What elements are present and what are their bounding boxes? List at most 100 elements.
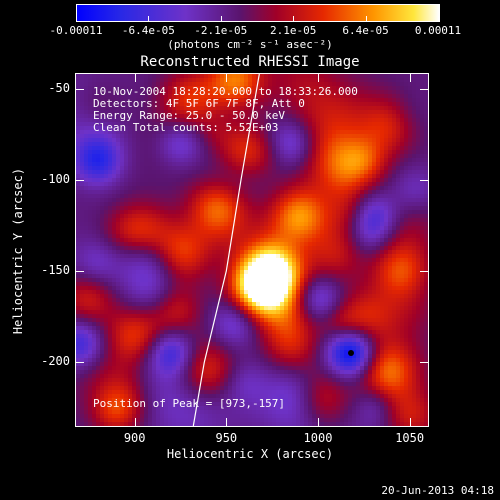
heatmap-cell bbox=[180, 74, 185, 79]
heatmap-cell bbox=[108, 282, 113, 287]
heatmap-cell bbox=[188, 98, 193, 103]
heatmap-cell bbox=[88, 130, 93, 135]
heatmap-cell bbox=[360, 290, 365, 295]
heatmap-cell bbox=[188, 102, 193, 107]
heatmap-cell bbox=[356, 82, 361, 87]
heatmap-cell bbox=[360, 262, 365, 267]
heatmap-cell bbox=[388, 270, 393, 275]
heatmap-cell bbox=[92, 118, 97, 123]
heatmap-cell bbox=[76, 250, 81, 255]
heatmap-cell bbox=[364, 98, 369, 103]
colorbar-tick-labels: -0.00011 -6.4e-05 -2.1e-05 2.1e-05 6.4e-05 0.… bbox=[0, 24, 500, 38]
heatmap-cell bbox=[332, 146, 337, 151]
heatmap-cell bbox=[156, 158, 161, 163]
heatmap-cell bbox=[168, 226, 173, 231]
heatmap-cell bbox=[336, 206, 341, 211]
heatmap-cell bbox=[296, 210, 301, 215]
heatmap-cell bbox=[232, 182, 237, 187]
heatmap-cell bbox=[128, 266, 133, 271]
heatmap-cell bbox=[120, 114, 125, 119]
heatmap-cell bbox=[288, 142, 293, 147]
heatmap-cell bbox=[200, 242, 205, 247]
heatmap-cell bbox=[392, 166, 397, 171]
heatmap-cell bbox=[108, 262, 113, 267]
heatmap-cell bbox=[92, 202, 97, 207]
heatmap-cell bbox=[400, 126, 405, 131]
heatmap-cell bbox=[80, 246, 85, 251]
heatmap-cell bbox=[140, 286, 145, 291]
heatmap-cell bbox=[140, 98, 145, 103]
heatmap-cell bbox=[208, 106, 213, 111]
heatmap-cell bbox=[224, 262, 229, 267]
heatmap-cell bbox=[324, 294, 329, 299]
heatmap-cell bbox=[152, 178, 157, 183]
heatmap-cell bbox=[176, 162, 181, 167]
heatmap-cell bbox=[116, 250, 121, 255]
heatmap-cell bbox=[420, 138, 425, 143]
heatmap-cell bbox=[124, 234, 129, 239]
heatmap-cell bbox=[144, 182, 149, 187]
heatmap-cell bbox=[192, 166, 197, 171]
heatmap-cell bbox=[284, 290, 289, 295]
heatmap-cell bbox=[336, 234, 341, 239]
heatmap-cell bbox=[292, 206, 297, 211]
heatmap-cell bbox=[192, 210, 197, 215]
heatmap-cell bbox=[176, 186, 181, 191]
heatmap-cell bbox=[96, 238, 101, 243]
heatmap-cell bbox=[212, 290, 217, 295]
heatmap-cell bbox=[92, 114, 97, 119]
heatmap-cell bbox=[300, 274, 305, 279]
heatmap-cell bbox=[204, 146, 209, 151]
heatmap-cell bbox=[320, 218, 325, 223]
heatmap-cell bbox=[108, 278, 113, 283]
heatmap-cell bbox=[120, 166, 125, 171]
heatmap-cell bbox=[328, 142, 333, 147]
heatmap-cell bbox=[196, 134, 201, 139]
heatmap-cell bbox=[240, 226, 245, 231]
heatmap-cell bbox=[76, 102, 81, 107]
heatmap-cell bbox=[144, 222, 149, 227]
heatmap-cell bbox=[136, 126, 141, 131]
heatmap-cell bbox=[188, 246, 193, 251]
heatmap-cell bbox=[220, 274, 225, 279]
heatmap-cell bbox=[196, 150, 201, 155]
heatmap-cell bbox=[268, 126, 273, 131]
heatmap-cell bbox=[232, 294, 237, 299]
heatmap-cell bbox=[348, 154, 353, 159]
heatmap-cell bbox=[296, 106, 301, 111]
heatmap-cell bbox=[180, 98, 185, 103]
heatmap-cell bbox=[336, 214, 341, 219]
heatmap-cell bbox=[208, 98, 213, 103]
heatmap-cell bbox=[252, 78, 257, 83]
heatmap-cell bbox=[132, 86, 137, 91]
heatmap-cell bbox=[344, 94, 349, 99]
heatmap-cell bbox=[312, 266, 317, 271]
heatmap-cell bbox=[132, 274, 137, 279]
heatmap-cell bbox=[220, 182, 225, 187]
heatmap-cell bbox=[216, 298, 221, 303]
heatmap-cell bbox=[128, 274, 133, 279]
heatmap-cell bbox=[184, 122, 189, 127]
heatmap-cell bbox=[164, 86, 169, 91]
heatmap-cell bbox=[100, 270, 105, 275]
heatmap-cell bbox=[84, 94, 89, 99]
heatmap-cell bbox=[172, 98, 177, 103]
heatmap-cell bbox=[112, 138, 117, 143]
heatmap-cell bbox=[152, 234, 157, 239]
heatmap-cell bbox=[176, 210, 181, 215]
heatmap-cell bbox=[76, 142, 81, 147]
heatmap-cell bbox=[96, 138, 101, 143]
heatmap-cell bbox=[240, 166, 245, 171]
heatmap-cell bbox=[228, 146, 233, 151]
heatmap-cell bbox=[380, 178, 385, 183]
heatmap-cell bbox=[376, 178, 381, 183]
heatmap-cell bbox=[180, 274, 185, 279]
heatmap-cell bbox=[292, 126, 297, 131]
heatmap-cell bbox=[360, 158, 365, 163]
heatmap-cell bbox=[272, 214, 277, 219]
heatmap-cell bbox=[268, 250, 273, 255]
heatmap-cell bbox=[332, 102, 337, 107]
heatmap-cell bbox=[156, 154, 161, 159]
heatmap-cell bbox=[392, 206, 397, 211]
heatmap-cell bbox=[76, 94, 81, 99]
